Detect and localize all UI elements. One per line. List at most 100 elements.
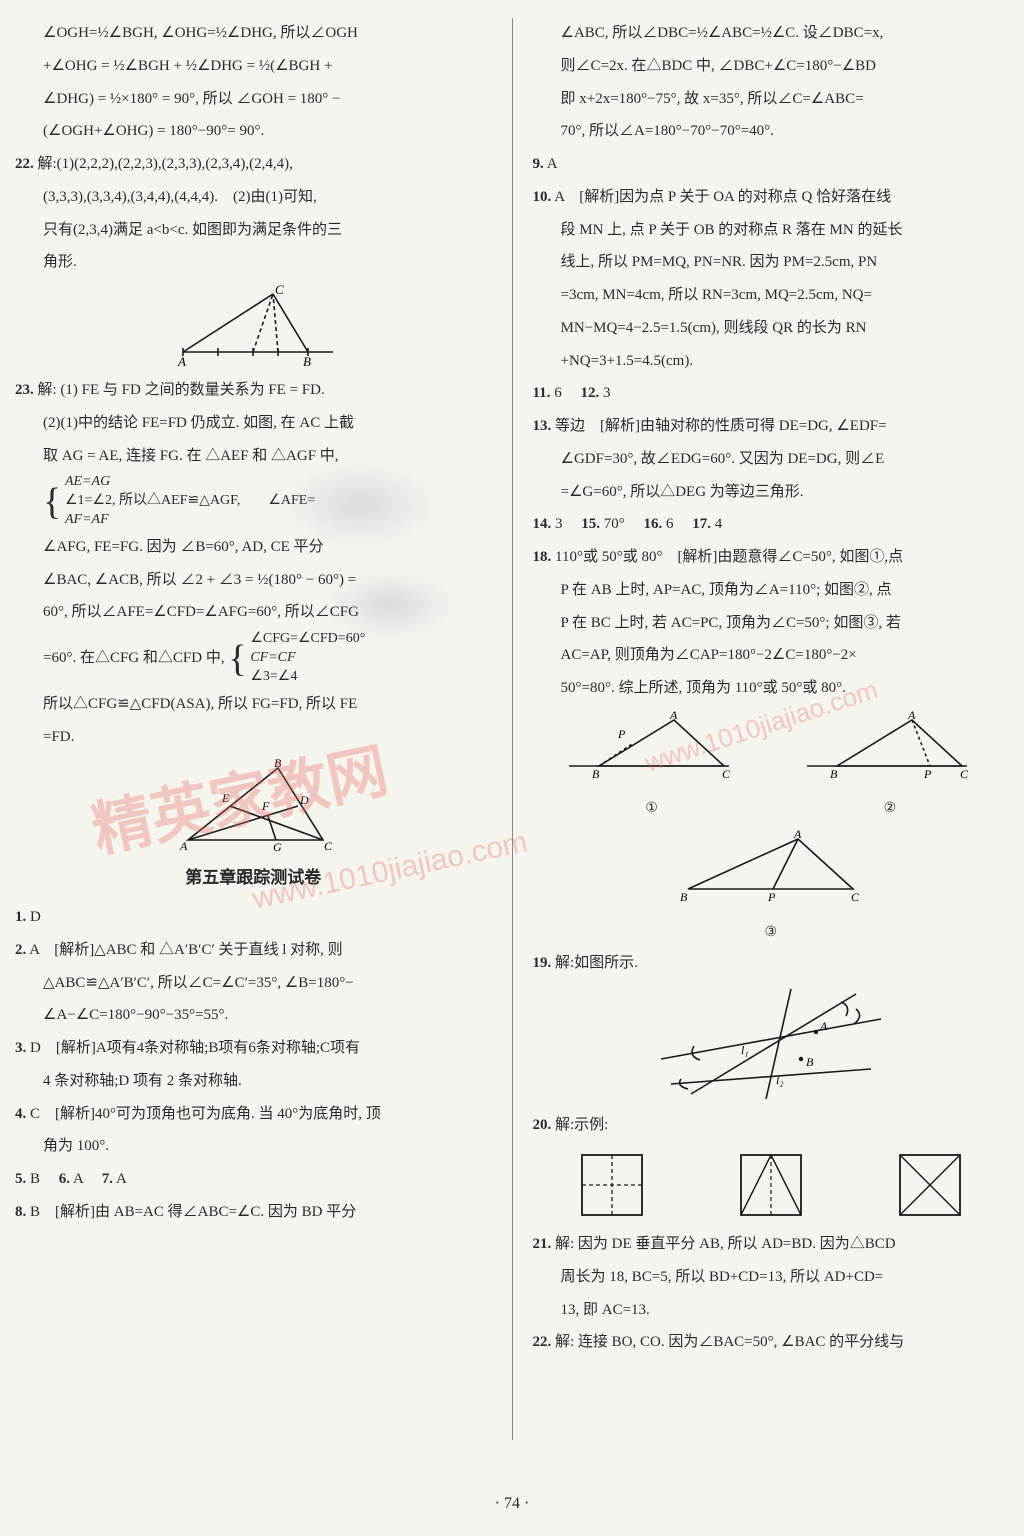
svg-text:G: G (273, 840, 282, 853)
figure-20-b (731, 1145, 811, 1225)
q23-line: 60°, 所以∠AFE=∠CFD=∠AFG=60°, 所以∠CFG (15, 597, 492, 628)
q22b: 22. 解: 连接 BO, CO. 因为∠BAC=50°, ∠BAC 的平分线与 (533, 1327, 1010, 1358)
q11-12: 11. 6 12. 3 (533, 378, 1010, 409)
column-divider (512, 18, 513, 1440)
q10: 10. A [解析]因为点 P 关于 OA 的对称点 Q 恰好落在线 (533, 182, 1010, 213)
q23-brace2: =60°. 在△CFG 和△CFD 中, { ∠CFG=∠CFD=60° CF=… (15, 630, 492, 687)
q22-line: 解:(1)(2,2,2),(2,2,3),(2,3,3),(2,3,4),(2,… (38, 156, 293, 172)
svg-text:B: B (830, 767, 838, 781)
svg-text:B: B (806, 1055, 814, 1069)
q10-line: =3cm, MN=4cm, 所以 RN=3cm, MQ=2.5cm, NQ= (533, 280, 1010, 311)
svg-text:A: A (793, 827, 802, 841)
svg-text:C: C (324, 839, 333, 853)
svg-text:A: A (819, 1019, 828, 1033)
q23-line: ∠BAC, ∠ACB, 所以 ∠2 + ∠3 = ½(180° − 60°) = (15, 565, 492, 596)
r8-line: 则∠C=2x. 在△BDC 中, ∠DBC+∠C=180°−∠BD (533, 51, 1010, 82)
svg-text:B: B (274, 758, 282, 770)
svg-text:P: P (923, 767, 932, 781)
q5-7: 5. B 6. A 7. A (15, 1164, 492, 1195)
svg-text:A: A (179, 839, 188, 853)
q19: 19. 解:如图所示. (533, 948, 1010, 979)
svg-text:B: B (680, 890, 688, 904)
q18-line: P 在 BC 上时, 若 AC=PC, 顶角为∠C=50°; 如图③, 若 (533, 608, 1010, 639)
svg-text:l₂: l₂ (776, 1073, 784, 1087)
q21-line: 13, 即 AC=13. (533, 1295, 1010, 1326)
q23: 23. 解: (1) FE 与 FD 之间的数量关系为 FE = FD. (15, 375, 492, 406)
q18-line: AC=AP, 则顶角为∠CAP=180°−2∠C=180°−2× (533, 640, 1010, 671)
q22: 22. 解:(1)(2,2,2),(2,2,3),(2,3,3),(2,3,4)… (15, 149, 492, 180)
page-number: · 74 · (0, 1488, 1024, 1521)
q23-line: =FD. (15, 722, 492, 753)
figure-23-triangle: A B C D E F G (168, 758, 338, 853)
figure-18-1: A B C P (564, 708, 739, 783)
r8-line: 即 x+2x=180°−75°, 故 x=35°, 所以∠C=∠ABC= (533, 84, 1010, 115)
q22-line: (3,3,3),(3,3,4),(3,4,4),(4,4,4). (2)由(1)… (15, 182, 492, 213)
q23-brace: { AE=AG ∠1=∠2, 所以△AEF≌△AGF, ∠AFE= AF=AF (15, 473, 492, 530)
q10-line: MN−MQ=4−2.5=1.5(cm), 则线段 QR 的长为 RN (533, 313, 1010, 344)
q18: 18. 110°或 50°或 80° [解析]由题意得∠C=50°, 如图①,点 (533, 542, 1010, 573)
q4: 4. C [解析]40°可为顶角也可为底角. 当 40°为底角时, 顶 (15, 1099, 492, 1130)
figure-22-triangle: A B C (153, 284, 353, 369)
svg-text:A: A (177, 354, 186, 369)
q23-num: 23. (15, 382, 34, 398)
chapter-heading: 第五章跟踪测试卷 (15, 861, 492, 896)
figure-20-a (572, 1145, 652, 1225)
svg-text:l₁: l₁ (741, 1043, 749, 1057)
figure-18-3-wrap: A B C P ③ (533, 827, 1010, 947)
figure-18-2: A B C P (802, 708, 977, 783)
q1: 1. D (15, 902, 492, 933)
q13-line: =∠G=60°, 所以△DEG 为等边三角形. (533, 477, 1010, 508)
q10-line: 段 MN 上, 点 P 关于 OB 的对称点 R 落在 MN 的延长 (533, 215, 1010, 246)
svg-text:C: C (851, 890, 860, 904)
q21-line: 周长为 18, BC=5, 所以 BD+CD=13, 所以 AD+CD= (533, 1262, 1010, 1293)
page-content: ∠OGH=½∠BGH, ∠OHG=½∠DHG, 所以∠OGH +∠OHG = ½… (0, 0, 1024, 1490)
svg-text:B: B (303, 354, 311, 369)
svg-text:P: P (767, 890, 776, 904)
q23-line: 取 AG = AE, 连接 FG. 在 △AEF 和 △AGF 中, (15, 441, 492, 472)
q23-line: 所以△CFG≌△CFD(ASA), 所以 FG=FD, 所以 FE (15, 689, 492, 720)
q23-line: (2)(1)中的结论 FE=FD 仍成立. 如图, 在 AC 上截 (15, 408, 492, 439)
r8-line: ∠ABC, 所以∠DBC=½∠ABC=½∠C. 设∠DBC=x, (533, 18, 1010, 49)
figure-18-3: A B C P (668, 827, 873, 907)
q22-line: 只有(2,3,4)满足 a<b<c. 如图即为满足条件的三 (15, 215, 492, 246)
q22-line: 角形. (15, 247, 492, 278)
q2-line: ∠A−∠C=180°−90°−35°=55°. (15, 1000, 492, 1031)
q10-line: 线上, 所以 PM=MQ, PN=NR. 因为 PM=2.5cm, PN (533, 247, 1010, 278)
svg-text:A: A (669, 708, 678, 722)
svg-text:C: C (960, 767, 969, 781)
q18-line: 50°=80°. 综上所述, 顶角为 110°或 50°或 80°. (533, 673, 1010, 704)
q14-17: 14. 3 15. 70° 16. 6 17. 4 (533, 509, 1010, 540)
svg-text:E: E (221, 791, 230, 805)
q23-line: ∠AFG, FE=FG. 因为 ∠B=60°, AD, CE 平分 (15, 532, 492, 563)
svg-text:A: A (907, 708, 916, 722)
p21-text: +∠OHG = ½∠BGH + ½∠DHG = ½(∠BGH + (15, 51, 492, 82)
q21: 21. 解: 因为 DE 垂直平分 AB, 所以 AD=BD. 因为△BCD (533, 1229, 1010, 1260)
figure-20-c (890, 1145, 970, 1225)
q3-line: 4 条对称轴;D 项有 2 条对称轴. (15, 1066, 492, 1097)
svg-text:P: P (617, 727, 626, 741)
svg-text:F: F (261, 799, 270, 813)
p21-text: ∠OGH=½∠BGH, ∠OHG=½∠DHG, 所以∠OGH (15, 18, 492, 49)
svg-text:C: C (275, 284, 284, 297)
q3: 3. D [解析]A项有4条对称轴;B项有6条对称轴;C项有 (15, 1033, 492, 1064)
figure-19: A B l₁ l₂ (646, 984, 896, 1104)
left-column: ∠OGH=½∠BGH, ∠OHG=½∠DHG, 所以∠OGH +∠OHG = ½… (15, 18, 492, 1440)
q22-num: 22. (15, 156, 34, 172)
svg-text:B: B (592, 767, 600, 781)
q2-line: △ABC≌△A′B′C′, 所以∠C=∠C′=35°, ∠B=180°− (15, 968, 492, 999)
p21-text: (∠OGH+∠OHG) = 180°−90°= 90°. (15, 116, 492, 147)
q13-line: ∠GDF=30°, 故∠EDG=60°. 又因为 DE=DG, 则∠E (533, 444, 1010, 475)
q9: 9. A (533, 149, 1010, 180)
q20: 20. 解:示例: (533, 1110, 1010, 1141)
p21-text: ∠DHG) = ½×180° = 90°, 所以 ∠GOH = 180° − (15, 84, 492, 115)
svg-text:D: D (299, 793, 309, 807)
q23-line: 解: (1) FE 与 FD 之间的数量关系为 FE = FD. (38, 382, 325, 398)
svg-text:C: C (722, 767, 731, 781)
figure-18-row: A B C P ① A B C P (533, 708, 1010, 823)
right-column: ∠ABC, 所以∠DBC=½∠ABC=½∠C. 设∠DBC=x, 则∠C=2x.… (533, 18, 1010, 1440)
q8: 8. B [解析]由 AB=AC 得∠ABC=∠C. 因为 BD 平分 (15, 1197, 492, 1228)
figure-20-row (533, 1145, 1010, 1225)
q4-line: 角为 100°. (15, 1131, 492, 1162)
q10-line: +NQ=3+1.5=4.5(cm). (533, 346, 1010, 377)
q2: 2. A [解析]△ABC 和 △A′B′C′ 关于直线 l 对称, 则 (15, 935, 492, 966)
